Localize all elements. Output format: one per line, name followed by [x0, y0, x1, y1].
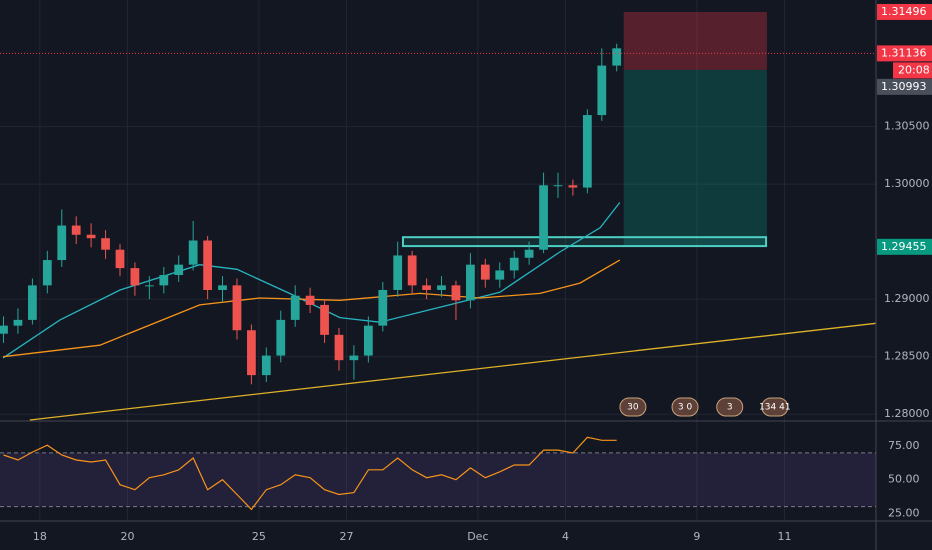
- target-zone: [623, 69, 767, 247]
- candle-body: [101, 238, 110, 250]
- candle-body: [261, 355, 271, 376]
- x-tick-label: 25: [252, 530, 266, 543]
- candle-body: [188, 240, 198, 265]
- x-tick-label: Dec: [467, 530, 488, 543]
- y-tick-label: 1.29000: [884, 292, 930, 305]
- candle-body: [612, 48, 622, 66]
- candle-body: [363, 325, 373, 356]
- rsi-tick-label: 25.00: [888, 506, 920, 519]
- rsi-band: [0, 452, 876, 507]
- candle-body: [290, 295, 300, 320]
- price-label-box: [877, 78, 932, 95]
- price-label-box: [877, 3, 932, 20]
- candle-body: [378, 289, 388, 326]
- x-tick-label: 27: [339, 530, 353, 543]
- event-label: 3: [727, 403, 733, 413]
- resistance-zone: [401, 236, 768, 248]
- candle-body: [334, 334, 344, 361]
- y-tick-label: 1.28000: [884, 407, 930, 420]
- price-label: 1.30993: [881, 80, 927, 93]
- candle-body: [582, 115, 592, 188]
- candle-body: [509, 257, 519, 271]
- event-marker: [716, 397, 744, 417]
- candle-body: [407, 255, 417, 286]
- candle-body: [349, 355, 359, 361]
- event-label: 3 0: [678, 403, 693, 413]
- candle-body: [71, 225, 81, 235]
- candle-body: [28, 285, 37, 320]
- moving-line: [2, 202, 621, 359]
- rsi-tick-label: 50.00: [888, 473, 920, 486]
- candle-body: [42, 260, 52, 286]
- x-tick-label: 11: [777, 530, 791, 543]
- x-tick-label: 20: [120, 530, 134, 543]
- price-label: 1.31496: [881, 5, 927, 18]
- candle-body: [495, 270, 505, 280]
- x-tick-label: 4: [562, 530, 569, 543]
- price-label: 1.31136: [881, 46, 927, 59]
- price-label: 1.29455: [881, 240, 927, 253]
- candle-body: [13, 319, 23, 326]
- candle-body: [451, 285, 461, 301]
- rsi-line: [3, 436, 617, 511]
- candle-body: [524, 249, 534, 258]
- candle-body: [437, 285, 446, 290]
- event-label: 30: [627, 403, 639, 413]
- y-tick-label: 1.30000: [884, 177, 930, 190]
- candle-body: [305, 295, 315, 305]
- candle-body: [539, 185, 548, 250]
- candle-body: [466, 264, 475, 301]
- y-tick-label: 1.28500: [884, 350, 930, 363]
- event-marker: [619, 397, 647, 417]
- event-marker: [671, 397, 699, 417]
- candle-body: [247, 330, 256, 376]
- candle-body: [159, 275, 169, 286]
- candle-body: [203, 240, 212, 290]
- candle-body: [86, 234, 96, 239]
- event-label: 134 41: [759, 403, 791, 413]
- candle-body: [218, 285, 227, 290]
- x-tick-label: 9: [693, 530, 700, 543]
- candle-body: [232, 285, 242, 331]
- candle-body: [320, 304, 329, 335]
- candle-body: [57, 225, 67, 261]
- candle-body: [422, 285, 431, 290]
- price-label-box: [877, 238, 932, 255]
- candle-body: [115, 249, 125, 269]
- candle-body: [568, 185, 578, 188]
- candle-body: [393, 255, 403, 290]
- y-tick-label: 1.30500: [884, 120, 930, 133]
- candle-body: [597, 65, 607, 116]
- countdown-box: [893, 62, 932, 79]
- candle-body: [480, 264, 490, 280]
- candle-body: [144, 285, 154, 287]
- event-marker: [761, 397, 789, 417]
- candle-body: [0, 325, 8, 334]
- candle-body: [174, 264, 184, 276]
- candle-body: [276, 319, 286, 356]
- x-tick-label: 18: [33, 530, 47, 543]
- countdown: 20:08: [898, 63, 930, 76]
- price-label-box: [877, 45, 932, 62]
- moving-line: [29, 322, 877, 421]
- candle-body: [130, 268, 140, 286]
- candle-body: [553, 185, 563, 187]
- rsi-tick-label: 75.00: [888, 439, 920, 452]
- stop-zone: [623, 11, 767, 70]
